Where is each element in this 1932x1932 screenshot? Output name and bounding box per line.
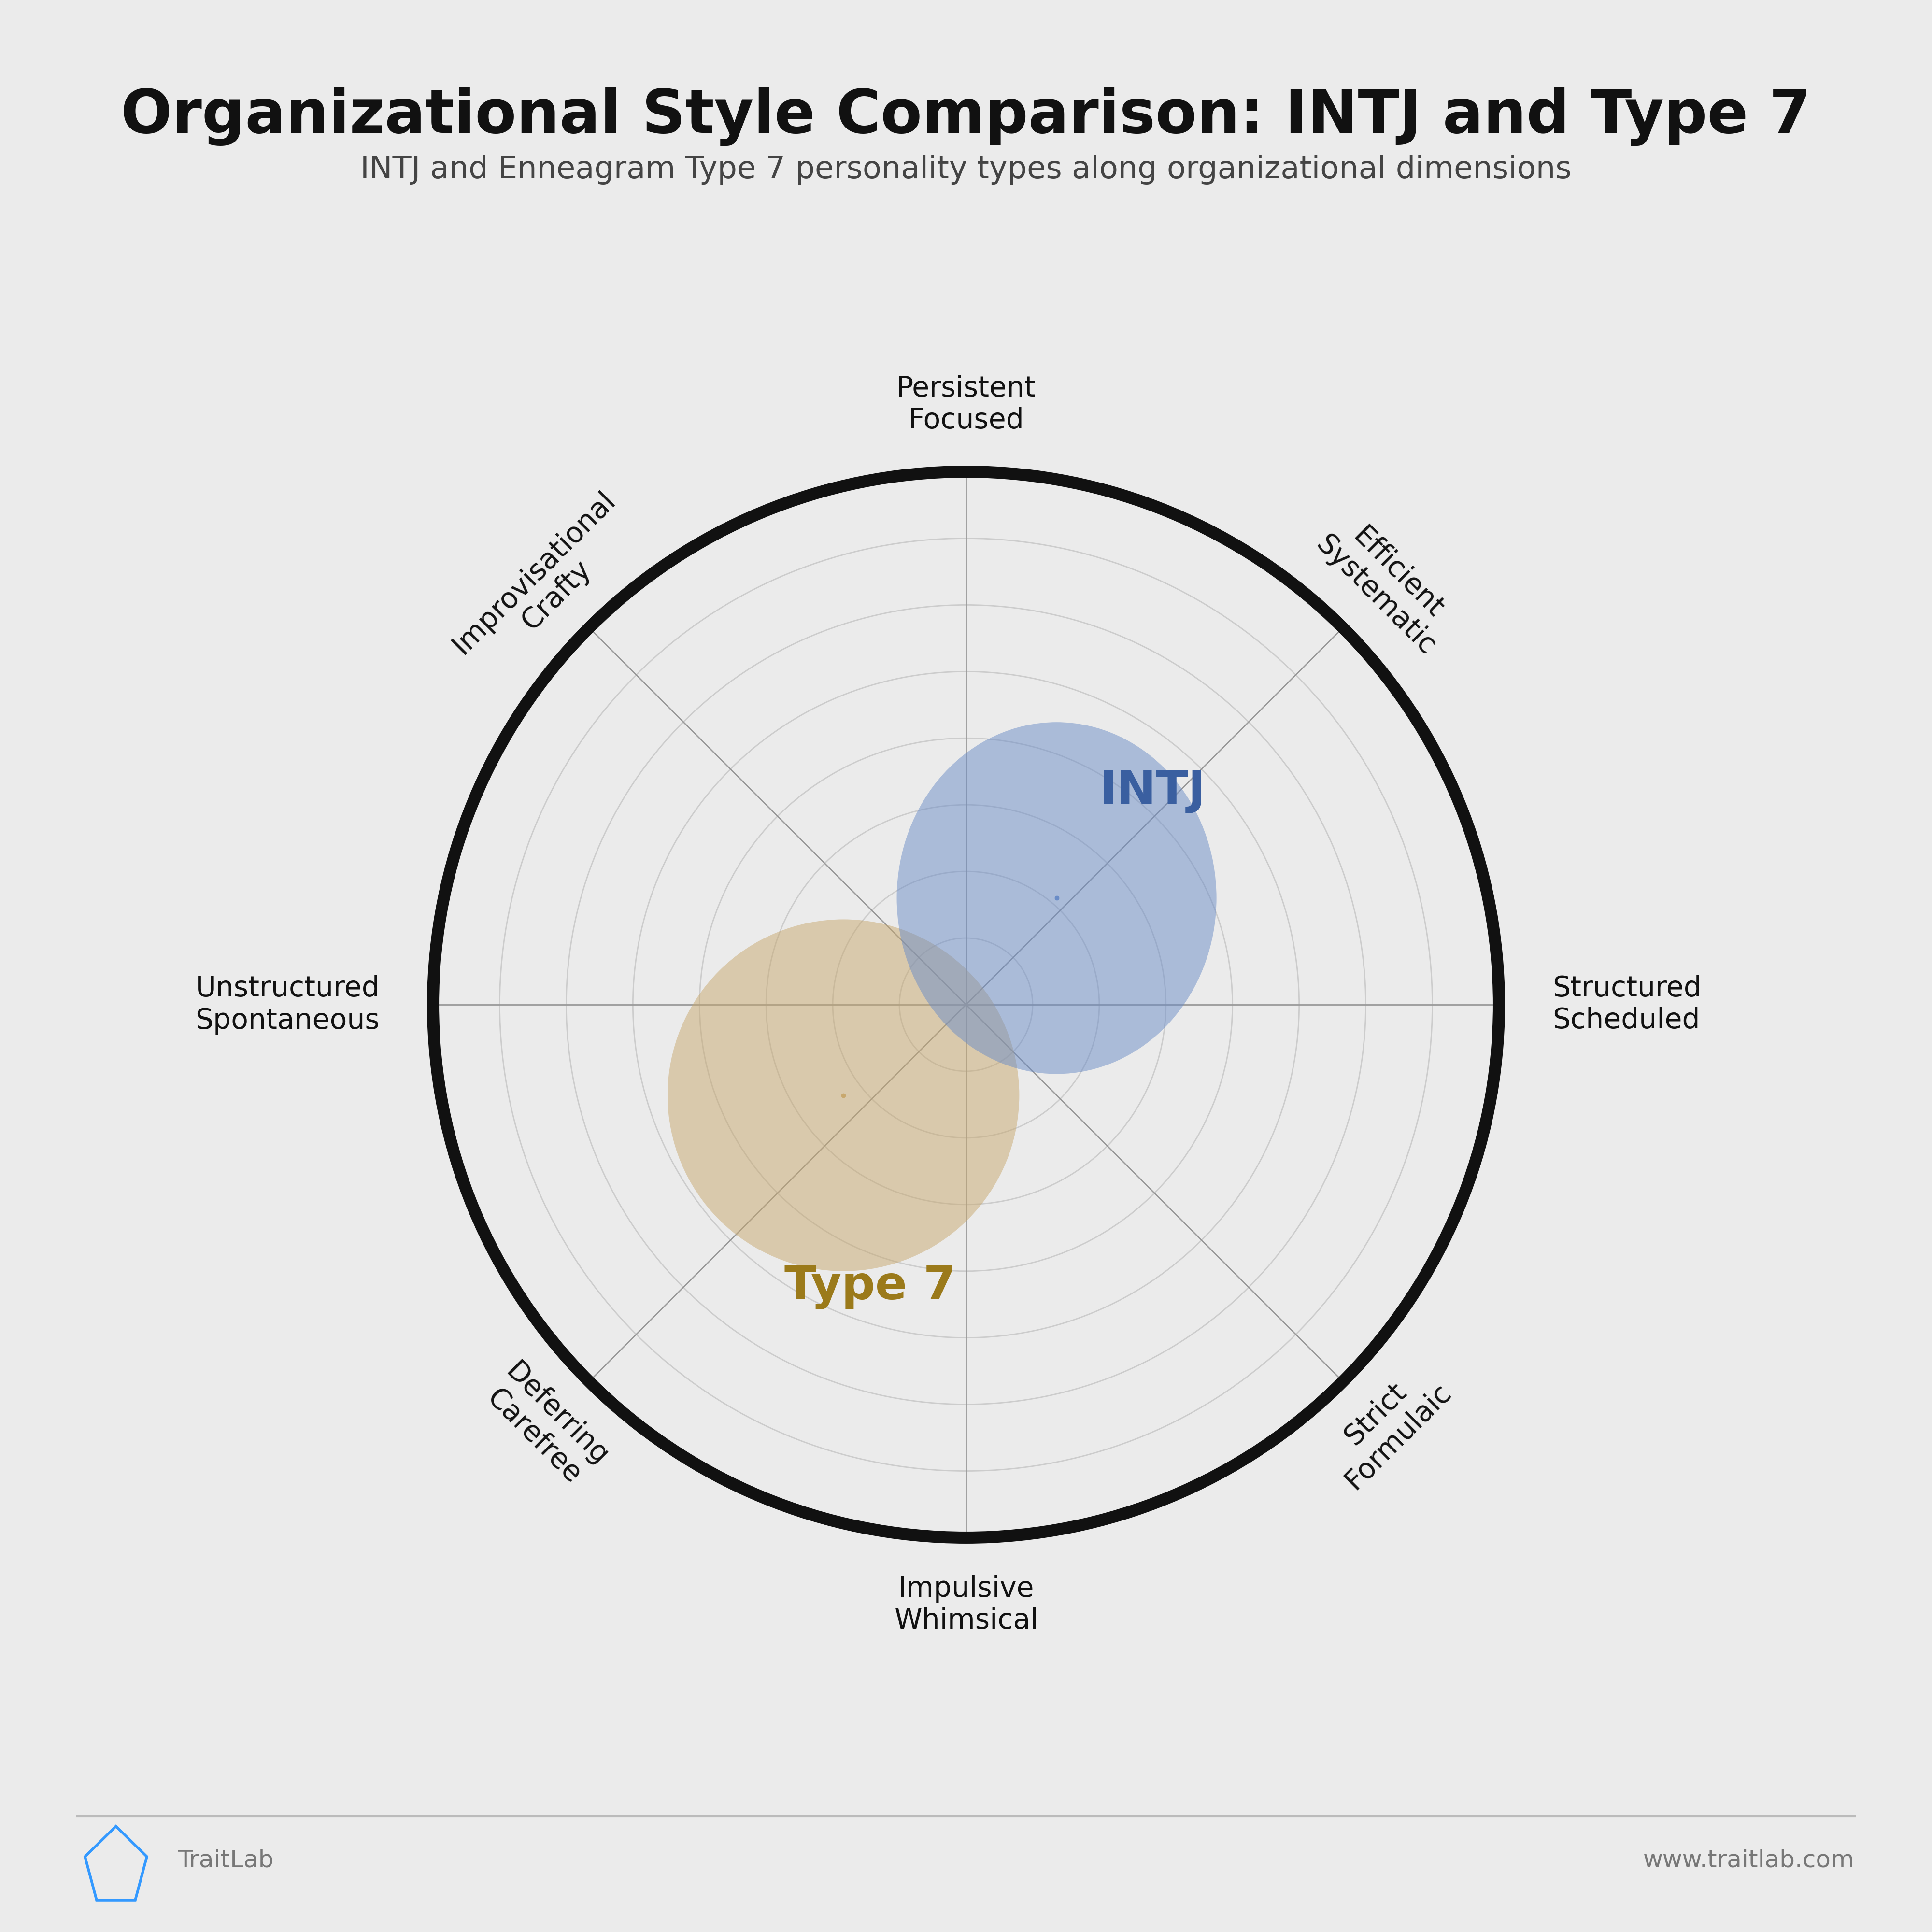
Text: Strict
Formulaic: Strict Formulaic <box>1318 1356 1457 1495</box>
Text: Persistent
Focused: Persistent Focused <box>896 375 1036 435</box>
Text: Unstructured
Spontaneous: Unstructured Spontaneous <box>195 976 381 1034</box>
Text: Efficient
Systematic: Efficient Systematic <box>1310 508 1463 661</box>
Text: Improvisational
Crafty: Improvisational Crafty <box>448 487 643 682</box>
Text: INTJ and Enneagram Type 7 personality types along organizational dimensions: INTJ and Enneagram Type 7 personality ty… <box>361 155 1571 185</box>
Text: Deferring
Carefree: Deferring Carefree <box>477 1358 612 1493</box>
Ellipse shape <box>896 723 1217 1074</box>
Text: Type 7: Type 7 <box>784 1265 956 1310</box>
Ellipse shape <box>668 920 1020 1271</box>
Text: www.traitlab.com: www.traitlab.com <box>1644 1849 1855 1872</box>
Text: Structured
Scheduled: Structured Scheduled <box>1551 976 1702 1034</box>
Text: TraitLab: TraitLab <box>178 1849 274 1872</box>
Text: Organizational Style Comparison: INTJ and Type 7: Organizational Style Comparison: INTJ an… <box>122 87 1810 147</box>
Text: Impulsive
Whimsical: Impulsive Whimsical <box>895 1575 1037 1634</box>
Text: INTJ: INTJ <box>1099 769 1206 813</box>
